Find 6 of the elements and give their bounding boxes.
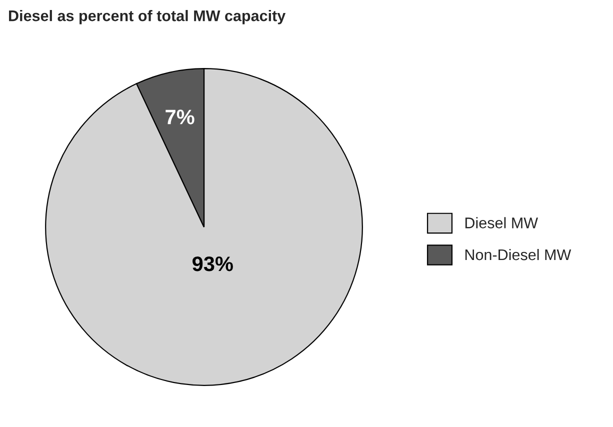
- data-label: 7%: [166, 110, 194, 124]
- data-label: 93%: [192, 256, 233, 272]
- pie-slice: [45, 68, 363, 386]
- chart-title: Diesel as percent of total MW capacity: [9, 10, 286, 24]
- legend-label: Diesel MW: [465, 217, 538, 228]
- legend-label: Non-Diesel MW: [465, 248, 572, 260]
